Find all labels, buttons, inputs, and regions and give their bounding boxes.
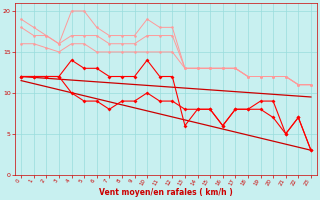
X-axis label: Vent moyen/en rafales ( km/h ): Vent moyen/en rafales ( km/h ) <box>99 188 233 197</box>
